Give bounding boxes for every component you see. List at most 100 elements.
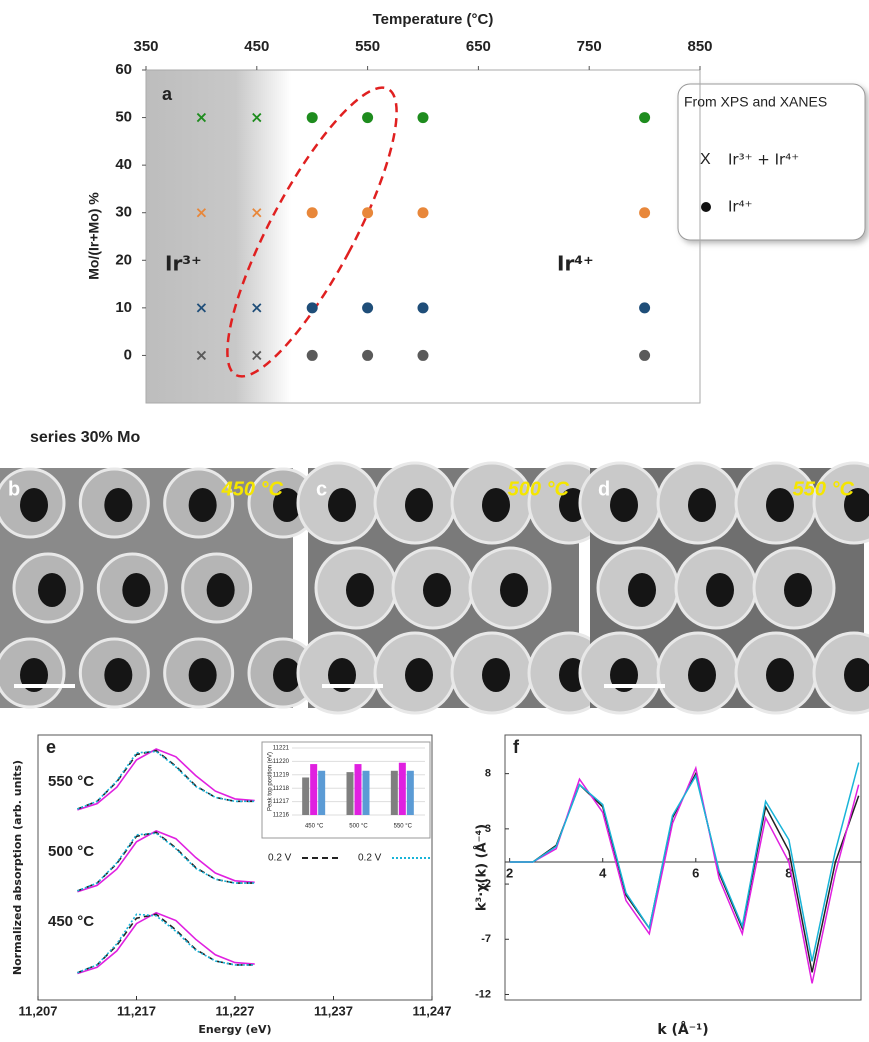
x-tick-label: 11,247 <box>412 1003 451 1018</box>
curve <box>77 750 255 810</box>
pore <box>104 488 133 522</box>
bar <box>318 770 326 815</box>
x-tick-label: 11,237 <box>314 1003 353 1018</box>
x-tick-label: 450 <box>244 38 269 55</box>
pore <box>766 658 794 692</box>
pore <box>405 488 433 522</box>
x-tick-label: 11,217 <box>117 1003 156 1018</box>
pore <box>784 573 812 607</box>
pore <box>122 573 151 607</box>
legend-symbol: X <box>700 151 711 168</box>
plot-frame <box>504 734 862 1001</box>
y-tick-label: 8 <box>485 768 491 780</box>
y-tick-label: 3 <box>485 823 491 835</box>
dot-marker <box>417 302 429 314</box>
legend-label: Ir⁴⁺ <box>728 198 753 216</box>
y-tick-label: 50 <box>115 109 132 126</box>
temperature-label: 550 °C <box>48 773 94 790</box>
pore <box>482 488 510 522</box>
pore <box>610 658 638 692</box>
pore <box>206 573 235 607</box>
y-axis-title: Peak top position (eV) <box>268 752 274 811</box>
dot-marker <box>417 112 429 124</box>
bar <box>362 770 370 815</box>
temperature-label: 500 °C <box>48 843 94 860</box>
plot-frame <box>145 69 701 404</box>
pore <box>688 658 716 692</box>
curve <box>77 913 255 974</box>
cross-marker <box>252 303 262 313</box>
bar <box>406 770 414 815</box>
curve <box>509 762 860 962</box>
highlight-ellipse <box>226 86 398 378</box>
dot-marker <box>639 302 651 314</box>
panel-label: d <box>598 478 610 500</box>
dot-marker <box>639 207 651 219</box>
region-label: Ir³⁺ <box>165 252 202 276</box>
x-tick-label: 850 <box>687 38 712 55</box>
pore <box>20 658 48 692</box>
y-tick-label: 30 <box>115 204 132 221</box>
legend-label: 0.2 V <box>268 853 292 864</box>
pore <box>104 658 133 692</box>
x-tick-label: 6 <box>692 865 699 880</box>
curve <box>77 749 255 810</box>
legend-box <box>677 83 866 241</box>
dot-marker <box>639 349 651 361</box>
pore <box>482 658 510 692</box>
y-axis-title: Mo/(Ir+Mo) % <box>86 192 102 280</box>
pore <box>706 573 734 607</box>
x-tick-label: 2 <box>506 865 513 880</box>
x-tick-label: 11,227 <box>215 1003 254 1018</box>
pore-shell <box>812 631 869 715</box>
dot-marker <box>417 207 429 219</box>
curve <box>509 771 860 973</box>
image-temperature: 500 °C <box>508 478 570 500</box>
dot-marker <box>306 207 318 219</box>
cross-marker <box>252 208 262 218</box>
panel-label: b <box>8 478 20 500</box>
y-tick-label: 60 <box>115 61 132 78</box>
pore <box>188 488 217 522</box>
y-axis-title: Normalized absorption (arb. units) <box>11 760 24 975</box>
pore <box>273 658 301 692</box>
curve <box>77 832 255 892</box>
pore <box>844 488 869 522</box>
panel-label: e <box>46 737 56 757</box>
pore <box>423 573 451 607</box>
y-tick-label: -7 <box>481 933 491 945</box>
y-tick-label: 11217 <box>273 799 290 805</box>
dot-marker <box>362 207 374 219</box>
pore <box>346 573 374 607</box>
pore <box>188 658 217 692</box>
y-tick-label: 11220 <box>273 759 290 765</box>
y-tick-label: 11221 <box>273 746 290 752</box>
y-tick-label: 10 <box>115 299 132 316</box>
pore <box>688 488 716 522</box>
x-axis-title: Energy (eV) <box>198 1023 271 1036</box>
curve <box>77 748 255 811</box>
cross-marker <box>252 112 262 123</box>
dot-marker <box>639 112 651 124</box>
dot-marker <box>306 112 318 124</box>
panel-label: f <box>513 737 520 757</box>
y-tick-label: 20 <box>115 251 132 268</box>
sem-images <box>0 461 869 715</box>
x-tick-label: 650 <box>466 38 491 55</box>
y-tick-label: 11218 <box>273 786 290 792</box>
bar <box>302 777 310 815</box>
pore <box>20 488 48 522</box>
bar <box>354 764 362 815</box>
x-tick-label: 11,207 <box>18 1003 57 1018</box>
pore-shell <box>812 461 869 545</box>
legend-label: Ir³⁺ + Ir⁴⁺ <box>728 151 799 169</box>
y-tick-label: 11216 <box>273 813 290 819</box>
dot-marker <box>417 349 429 361</box>
pore <box>405 658 433 692</box>
cross-marker <box>196 303 207 313</box>
dot-marker <box>362 349 374 361</box>
x-tick-label: 550 <box>355 38 380 55</box>
pore <box>328 488 356 522</box>
cross-marker <box>196 208 207 218</box>
